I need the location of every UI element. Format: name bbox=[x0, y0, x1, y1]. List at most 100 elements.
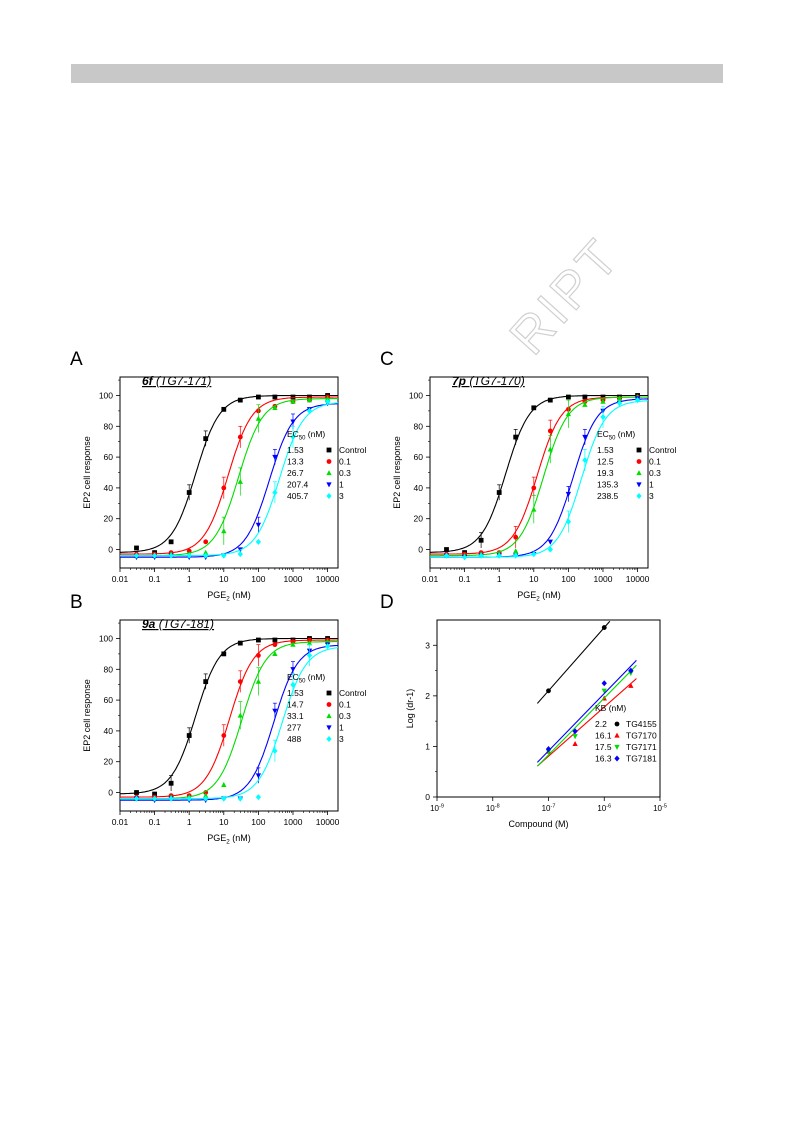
legend-value: 14.7 bbox=[287, 700, 304, 710]
legend-label: 0.1 bbox=[339, 700, 351, 710]
data-point bbox=[546, 688, 551, 694]
y-tick-label: 100 bbox=[99, 633, 113, 643]
legend-label: 3 bbox=[339, 734, 344, 744]
y-tick-label: 0 bbox=[108, 788, 113, 798]
data-point bbox=[531, 506, 537, 512]
data-point bbox=[634, 397, 641, 404]
fit-curve bbox=[120, 644, 339, 801]
data-point bbox=[290, 639, 296, 644]
data-point bbox=[203, 552, 209, 559]
data-point bbox=[600, 394, 606, 400]
y-tick-label: 60 bbox=[104, 695, 114, 705]
data-point bbox=[531, 551, 537, 558]
x-tick-label: 1 bbox=[187, 817, 192, 827]
y-tick-label: 80 bbox=[104, 664, 114, 674]
x-tick-label: 1000 bbox=[284, 817, 303, 827]
legend-label: Control bbox=[339, 445, 367, 455]
data-point bbox=[324, 643, 331, 650]
series-1 bbox=[120, 394, 338, 557]
data-point bbox=[272, 747, 278, 754]
data-point bbox=[324, 398, 331, 405]
data-point bbox=[186, 733, 192, 738]
watermark-text: RIPT bbox=[500, 227, 632, 358]
chart-d: D 10-9 10-8 10-7 10-6 10-5 0 1 2 3 Compound (M) Log… bbox=[380, 592, 667, 829]
panel-d: D 10-9 10-8 10-7 10-6 10-5 0 1 2 3 Compound (M) Log… bbox=[380, 588, 680, 848]
legend-marker bbox=[636, 459, 642, 464]
legend-value: 17.5 bbox=[595, 742, 612, 752]
data-point bbox=[255, 773, 262, 779]
x-tick-label: 100 bbox=[251, 817, 265, 827]
watermark: RIPT bbox=[500, 226, 633, 358]
legend-title: EC50 (nM) bbox=[287, 672, 325, 685]
y-tick-label: 20 bbox=[414, 514, 424, 524]
data-point bbox=[290, 434, 296, 441]
legend-label: 0.1 bbox=[649, 457, 661, 467]
legend-value: 12.5 bbox=[597, 457, 614, 467]
legend-label: 1 bbox=[339, 480, 344, 490]
y-tick-label: 20 bbox=[104, 514, 114, 524]
legend-value: 16.3 bbox=[595, 754, 612, 764]
x-tick-label: 10000 bbox=[626, 574, 650, 584]
legend-label: 1 bbox=[339, 723, 344, 733]
fit-line bbox=[536, 664, 637, 767]
data-point bbox=[186, 548, 192, 554]
data-point bbox=[306, 640, 313, 646]
data-point bbox=[496, 552, 502, 559]
legend-label: 3 bbox=[649, 491, 654, 501]
x-tick-label: 1000 bbox=[594, 574, 613, 584]
x-tick-label: 0.1 bbox=[149, 817, 161, 827]
data-point bbox=[443, 552, 450, 559]
data-point bbox=[582, 434, 588, 440]
data-point bbox=[306, 407, 313, 414]
legend-value: 2.2 bbox=[595, 719, 607, 729]
fit-curve bbox=[119, 637, 338, 795]
legend-label: 0.3 bbox=[649, 468, 661, 478]
x-axis-label: PGE2 (nM) bbox=[517, 590, 561, 603]
fit-curve bbox=[430, 394, 648, 553]
series-4 bbox=[430, 397, 649, 561]
legend-label: 1 bbox=[649, 480, 654, 490]
data-point bbox=[290, 394, 296, 400]
data-point bbox=[290, 398, 296, 404]
legend-label: Control bbox=[339, 688, 367, 698]
data-point bbox=[272, 708, 278, 714]
data-point bbox=[272, 394, 278, 400]
x-tick-label: 1 bbox=[497, 574, 502, 584]
data-point bbox=[290, 419, 296, 425]
data-point bbox=[203, 795, 209, 802]
x-tick-label: 10-6 bbox=[597, 804, 611, 814]
legend-value: 26.7 bbox=[287, 468, 304, 478]
fit-curve bbox=[120, 403, 339, 558]
legend-value: 238.5 bbox=[597, 491, 619, 501]
data-point bbox=[513, 552, 519, 559]
y-tick-label: 0 bbox=[425, 792, 430, 802]
data-point bbox=[565, 518, 572, 525]
legend-value: 16.1 bbox=[595, 731, 612, 741]
data-point bbox=[255, 522, 262, 528]
data-point bbox=[290, 681, 296, 688]
data-point bbox=[600, 414, 606, 421]
data-point bbox=[237, 478, 243, 484]
legend-label: TG7171 bbox=[626, 742, 657, 752]
series-1 bbox=[120, 637, 338, 800]
y-axis-label: Log (dr-1) bbox=[405, 689, 415, 729]
x-axis-label: PGE2 (nM) bbox=[207, 833, 251, 846]
x-tick-label: 10 bbox=[219, 817, 229, 827]
data-point bbox=[582, 457, 588, 464]
fit-curve bbox=[430, 396, 648, 555]
chart-title: 9a (TG7-181) bbox=[142, 617, 214, 631]
data-point bbox=[203, 436, 209, 442]
y-tick-label: 100 bbox=[409, 390, 423, 400]
data-point bbox=[151, 552, 158, 559]
legend-marker bbox=[614, 755, 620, 762]
data-point bbox=[168, 539, 174, 545]
series-4 bbox=[120, 643, 339, 802]
panel-c: C 7p (TG7-170) 0.01 0.1 1 10 100 1000 10000 0 20 40… bbox=[380, 345, 680, 605]
data-point bbox=[272, 454, 278, 460]
legend-marker bbox=[326, 713, 332, 719]
data-point bbox=[290, 641, 296, 647]
data-point bbox=[513, 434, 519, 440]
data-point bbox=[221, 781, 227, 787]
data-point bbox=[221, 406, 227, 412]
x-tick-label: 0.1 bbox=[149, 574, 161, 584]
